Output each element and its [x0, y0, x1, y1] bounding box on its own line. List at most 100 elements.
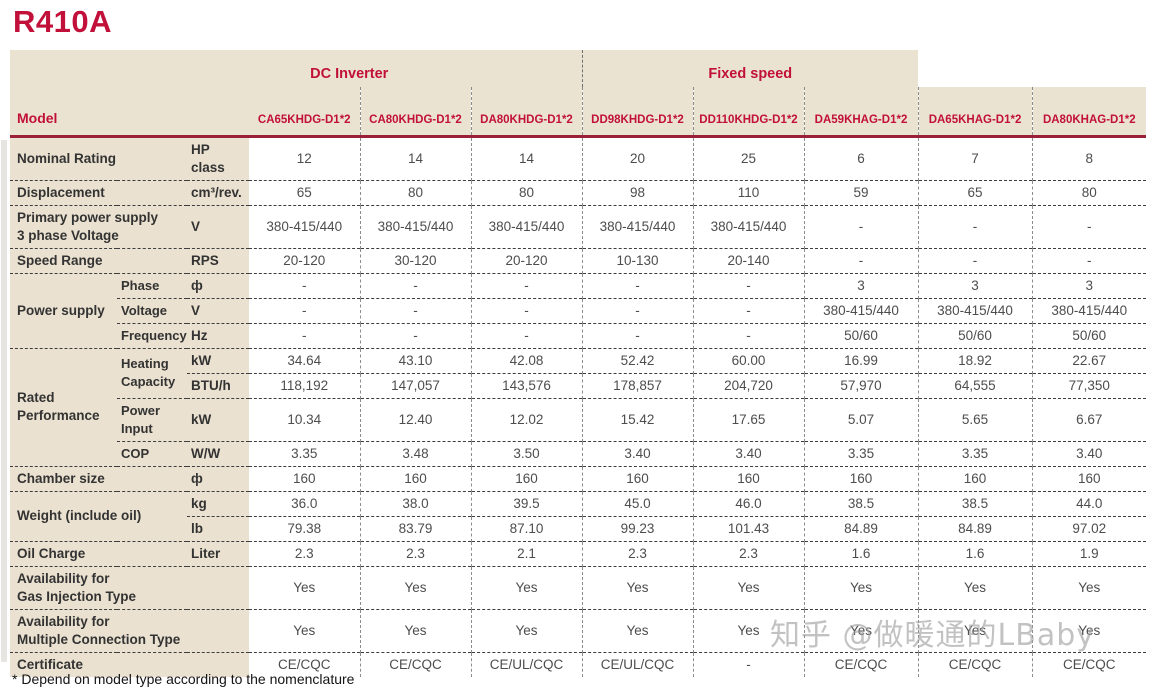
- value-primary-power-supply-col1: 380-415/440: [249, 204, 360, 248]
- value-weight-lb-col1: 79.38: [249, 515, 360, 541]
- value-heating-capacity-btu-col8: 77,350: [1031, 372, 1147, 398]
- row-label-chamber-size: Chamber size: [10, 465, 187, 491]
- row-sub-cop: COP: [117, 440, 187, 466]
- row-label-speed-range: Speed Range: [10, 247, 187, 273]
- value-power-supply-voltage-col7: 380-415/440: [917, 297, 1033, 323]
- value-power-supply-frequency-col5: -: [692, 322, 804, 348]
- table-row-displacement: Displacement cm³/rev. 65 80 80 98 110 59 65 80: [10, 179, 1147, 205]
- row-unit-heating-capacity-btu: BTU/h: [187, 372, 249, 398]
- value-power-input-col8: 6.67: [1031, 397, 1147, 441]
- value-weight-lb-col5: 101.43: [692, 515, 804, 541]
- value-power-supply-frequency-col4: -: [581, 322, 693, 348]
- table-row-heating-capacity-btu: BTU/h 118,192 147,057 143,576 178,857 204,720…: [10, 372, 1147, 398]
- value-weight-lb-col2: 83.79: [359, 515, 471, 541]
- table-body: Nominal Rating HP class 12 14 14 20 25 6 7 8 Displ…: [10, 135, 1147, 677]
- value-gas-injection-availability-col4: Yes: [581, 565, 693, 609]
- value-primary-power-supply-col3: 380-415/440: [470, 204, 582, 248]
- value-cop-col8: 3.40: [1031, 440, 1147, 466]
- value-certificate-col7: CE/CQC: [917, 651, 1033, 677]
- row-sub-power-supply-phase: Phase: [117, 272, 187, 298]
- value-multiple-connection-availability-col5: Yes: [692, 608, 804, 652]
- table-row-oil-charge: Oil Charge Liter 2.3 2.3 2.1 2.3 2.3 1.6 1.6 1.9: [10, 540, 1147, 566]
- value-heating-capacity-kw-col6: 16.99: [803, 347, 919, 373]
- value-power-supply-voltage-col2: -: [359, 297, 471, 323]
- value-oil-charge-col3: 2.1: [470, 540, 582, 566]
- value-displacement-col4: 98: [581, 179, 693, 205]
- value-oil-charge-col6: 1.6: [803, 540, 919, 566]
- value-cop-col5: 3.40: [692, 440, 804, 466]
- row-sub-heating-capacity-kw: Heating Capacity: [117, 347, 187, 398]
- value-power-supply-frequency-col8: 50/60: [1031, 322, 1147, 348]
- value-chamber-size-col7: 160: [917, 465, 1033, 491]
- row-unit-oil-charge: Liter: [187, 540, 249, 566]
- value-weight-lb-col7: 84.89: [917, 515, 1033, 541]
- row-unit-heating-capacity-kw: kW: [187, 347, 249, 373]
- row-unit-speed-range: RPS: [187, 247, 249, 273]
- row-label-gas-injection-availability: Availability for Gas Injection Type: [10, 565, 249, 609]
- value-multiple-connection-availability-col4: Yes: [581, 608, 693, 652]
- value-primary-power-supply-col7: -: [917, 204, 1033, 248]
- value-heating-capacity-kw-col7: 18.92: [917, 347, 1033, 373]
- value-power-supply-voltage-col4: -: [581, 297, 693, 323]
- value-displacement-col2: 80: [359, 179, 471, 205]
- value-heating-capacity-btu-col5: 204,720: [692, 372, 804, 398]
- spec-table: DC Inverter Fixed speed Model CA65KHDG-D1*…: [10, 50, 1147, 677]
- value-cop-col7: 3.35: [917, 440, 1033, 466]
- value-power-input-col2: 12.40: [359, 397, 471, 441]
- value-oil-charge-col4: 2.3: [581, 540, 693, 566]
- value-chamber-size-col2: 160: [359, 465, 471, 491]
- value-nominal-rating-col8: 8: [1031, 135, 1147, 180]
- value-heating-capacity-kw-col4: 52.42: [581, 347, 693, 373]
- value-heating-capacity-kw-col2: 43.10: [359, 347, 471, 373]
- value-chamber-size-col8: 160: [1031, 465, 1147, 491]
- value-power-supply-voltage-col8: 380-415/440: [1031, 297, 1147, 323]
- table-row-cop: COP W/W 3.35 3.48 3.50 3.40 3.40 3.35 3.35 3.40: [10, 440, 1147, 466]
- table-row-multiple-connection-availability: Availability for Multiple Connection Typ…: [10, 608, 1147, 652]
- value-weight-kg-col3: 39.5: [470, 490, 582, 516]
- value-power-supply-frequency-col1: -: [249, 322, 360, 348]
- row-unit-power-supply-voltage: V: [187, 297, 249, 323]
- value-certificate-col4: CE/UL/CQC: [581, 651, 693, 677]
- value-heating-capacity-kw-col3: 42.08: [470, 347, 582, 373]
- value-gas-injection-availability-col7: Yes: [917, 565, 1033, 609]
- row-label-power-supply-phase: Power supply: [10, 272, 117, 348]
- row-sub-power-supply-frequency: Frequency: [117, 322, 187, 348]
- value-power-supply-frequency-col3: -: [470, 322, 582, 348]
- table-row-power-supply-phase: Power supply Phase ф - - - - -3 3 3: [10, 272, 1147, 348]
- value-power-supply-phase-col7: 3: [917, 272, 1033, 298]
- value-chamber-size-col1: 160: [249, 465, 360, 491]
- value-heating-capacity-btu-col7: 64,555: [917, 372, 1033, 398]
- model-name-da80khag-d1-2: DA80KHAG-D1*2: [1031, 87, 1147, 138]
- value-power-supply-frequency-col7: 50/60: [917, 322, 1033, 348]
- value-nominal-rating-col4: 20: [581, 135, 693, 180]
- value-power-supply-voltage-col1: -: [249, 297, 360, 323]
- value-chamber-size-col6: 160: [803, 465, 919, 491]
- value-heating-capacity-kw-col5: 60.00: [692, 347, 804, 373]
- value-primary-power-supply-col5: 380-415/440: [692, 204, 804, 248]
- value-displacement-col6: 59: [803, 179, 919, 205]
- value-power-input-col7: 5.65: [917, 397, 1033, 441]
- value-oil-charge-col1: 2.3: [249, 540, 360, 566]
- value-speed-range-col3: 20-120: [470, 247, 582, 273]
- footnote: * Depend on model type according to the …: [12, 671, 355, 687]
- value-cop-col1: 3.35: [249, 440, 360, 466]
- value-multiple-connection-availability-col8: Yes: [1031, 608, 1147, 652]
- value-displacement-col7: 65: [917, 179, 1033, 205]
- value-multiple-connection-availability-col7: Yes: [917, 608, 1033, 652]
- model-name-dd98khdg-d1-2: DD98KHDG-D1*2: [581, 87, 693, 138]
- value-certificate-col2: CE/CQC: [359, 651, 471, 677]
- row-label-heating-capacity-kw: Rated Performance: [10, 347, 117, 466]
- value-oil-charge-col8: 1.9: [1031, 540, 1147, 566]
- value-weight-kg-col6: 38.5: [803, 490, 919, 516]
- value-oil-charge-col5: 2.3: [692, 540, 804, 566]
- table-row-heating-capacity-kw: Rated Performance Heating Capacity kW 34.64…: [10, 347, 1147, 466]
- value-certificate-col3: CE/UL/CQC: [470, 651, 582, 677]
- value-gas-injection-availability-col6: Yes: [803, 565, 919, 609]
- value-primary-power-supply-col4: 380-415/440: [581, 204, 693, 248]
- value-heating-capacity-btu-col1: 118,192: [249, 372, 360, 398]
- value-nominal-rating-col6: 6: [803, 135, 919, 180]
- value-power-supply-phase-col5: -: [692, 272, 804, 298]
- value-weight-kg-col5: 46.0: [692, 490, 804, 516]
- value-speed-range-col2: 30-120: [359, 247, 471, 273]
